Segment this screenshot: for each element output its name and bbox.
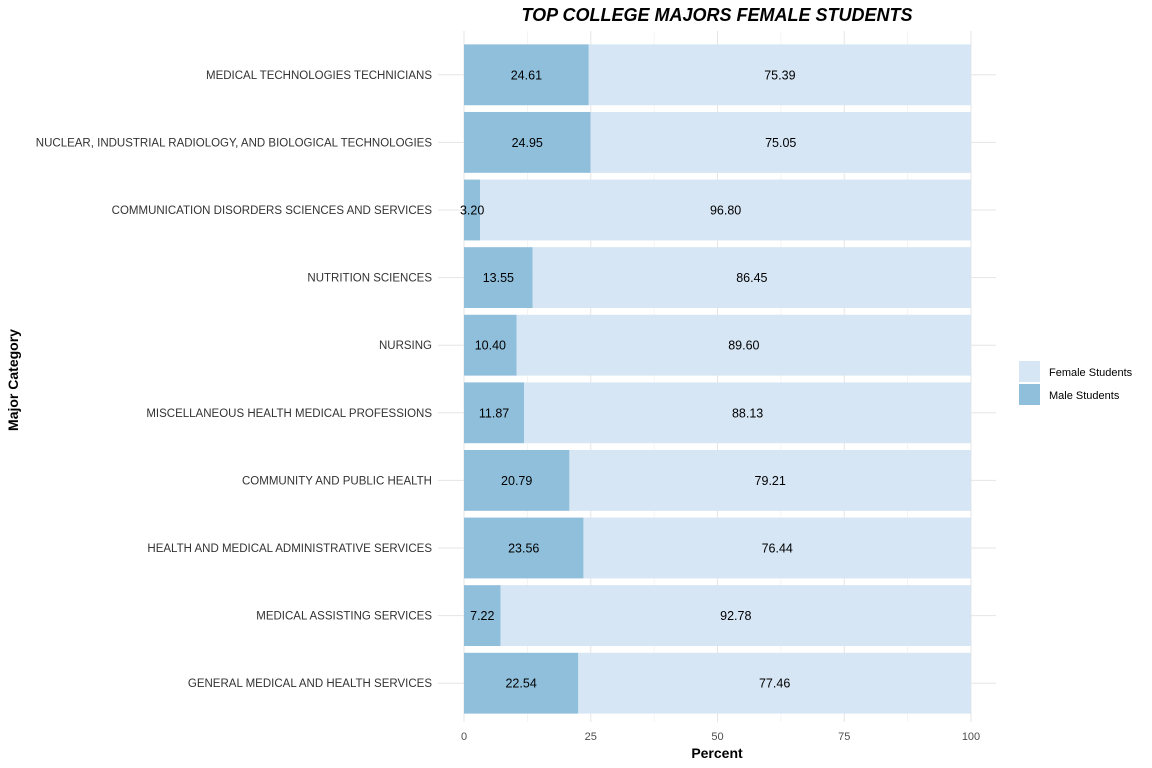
x-tick-label: 25 xyxy=(585,731,597,743)
value-label-male: 24.61 xyxy=(511,68,542,82)
legend-label: Male Students xyxy=(1049,390,1120,402)
x-tick-label: 50 xyxy=(711,731,723,743)
legend-swatch xyxy=(1019,384,1040,405)
category-label: NUCLEAR, INDUSTRIAL RADIOLOGY, AND BIOLO… xyxy=(36,137,433,149)
value-label-female: 75.05 xyxy=(765,136,796,150)
x-axis-title: Percent xyxy=(691,745,743,761)
value-label-male: 11.87 xyxy=(479,406,509,420)
chart-title: TOP COLLEGE MAJORS FEMALE STUDENTS xyxy=(521,5,912,25)
bar-male xyxy=(464,585,501,647)
category-label-layer: MEDICAL TECHNOLOGIES TECHNICIANS NUCLEAR,… xyxy=(36,70,433,690)
bar-female xyxy=(569,449,971,511)
value-label-female: 86.45 xyxy=(736,271,767,285)
value-label-male: 7.22 xyxy=(470,609,494,623)
y-axis-title: Major Category xyxy=(5,329,21,431)
bar-female xyxy=(590,111,971,173)
value-label-layer: 24.61 75.39 24.95 75.05 3.20 96.80 13.55 86.45 1… xyxy=(460,68,796,690)
x-tick-label: 75 xyxy=(838,731,850,743)
bar-female xyxy=(480,179,971,241)
category-label: COMMUNITY AND PUBLIC HEALTH xyxy=(242,475,432,487)
bar-female xyxy=(532,247,971,309)
x-tick-label: 0 xyxy=(461,731,467,743)
value-label-female: 89.60 xyxy=(728,339,759,353)
bar-female xyxy=(578,652,971,714)
bar-male xyxy=(464,314,517,376)
category-label: MEDICAL ASSISTING SERVICES xyxy=(256,611,432,623)
category-label: NUTRITION SCIENCES xyxy=(307,273,432,285)
value-label-male: 3.20 xyxy=(460,204,484,218)
bar-male xyxy=(464,517,584,579)
value-label-male: 22.54 xyxy=(505,677,536,691)
value-label-male: 10.40 xyxy=(475,339,506,353)
legend-swatch xyxy=(1019,361,1040,382)
value-label-female: 92.78 xyxy=(720,609,751,623)
bar-female xyxy=(588,44,971,106)
value-label-male: 24.95 xyxy=(512,136,543,150)
bar-male xyxy=(464,382,525,444)
bar-layer xyxy=(464,44,971,714)
bar-female xyxy=(524,382,971,444)
value-label-male: 23.56 xyxy=(508,542,539,556)
bar-female xyxy=(500,585,971,647)
value-label-female: 77.46 xyxy=(759,677,790,691)
category-label: MEDICAL TECHNOLOGIES TECHNICIANS xyxy=(206,70,432,82)
value-label-female: 75.39 xyxy=(764,68,795,82)
x-tick-label: 100 xyxy=(962,731,980,743)
category-label: HEALTH AND MEDICAL ADMINISTRATIVE SERVIC… xyxy=(147,543,432,555)
bar-male xyxy=(464,449,570,511)
legend: Female Students Male Students xyxy=(1019,361,1133,405)
tick-label-layer: 0 25 50 75 100 xyxy=(461,731,980,743)
category-label: COMMUNICATION DISORDERS SCIENCES AND SER… xyxy=(112,205,433,217)
bar-male xyxy=(464,247,533,309)
bar-female xyxy=(583,517,971,579)
legend-label: Female Students xyxy=(1049,367,1133,379)
value-label-male: 13.55 xyxy=(483,271,514,285)
category-label: NURSING xyxy=(379,340,432,352)
value-label-male: 20.79 xyxy=(501,474,532,488)
value-label-female: 88.13 xyxy=(732,406,763,420)
bar-male xyxy=(464,111,591,173)
category-label: MISCELLANEOUS HEALTH MEDICAL PROFESSIONS xyxy=(146,408,432,420)
value-label-female: 96.80 xyxy=(710,204,741,218)
value-label-female: 76.44 xyxy=(762,542,793,556)
bar-male xyxy=(464,44,589,106)
category-label: GENERAL MEDICAL AND HEALTH SERVICES xyxy=(188,678,432,690)
bar-male xyxy=(464,652,579,714)
value-label-female: 79.21 xyxy=(755,474,786,488)
bar-female xyxy=(516,314,971,376)
bar-male xyxy=(464,179,481,241)
